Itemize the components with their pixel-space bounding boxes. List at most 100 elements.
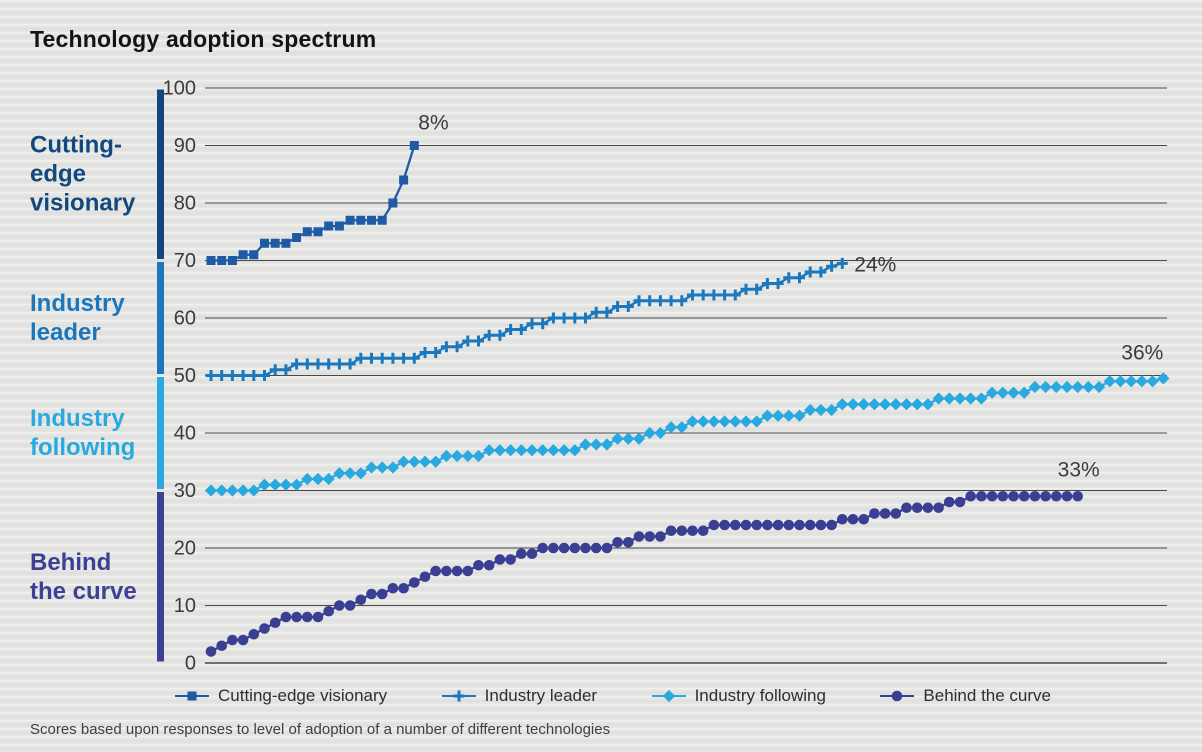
marker-diamond xyxy=(558,444,571,457)
marker-diamond xyxy=(654,426,667,440)
marker-diamond xyxy=(975,392,988,405)
marker-diamond xyxy=(311,472,325,486)
marker-circle xyxy=(890,508,902,519)
marker-plus xyxy=(836,257,848,269)
marker-circle xyxy=(334,600,345,611)
marker-plus xyxy=(697,289,709,301)
marker-square xyxy=(409,141,419,150)
marker-diamond xyxy=(911,398,924,411)
band-bar-cutting-edge-visionary xyxy=(157,89,164,259)
marker-circle xyxy=(708,519,720,531)
marker-diamond xyxy=(247,484,260,497)
marker-diamond xyxy=(269,478,282,491)
marker-plus xyxy=(772,278,784,289)
marker-diamond xyxy=(665,421,678,434)
marker-plus xyxy=(729,289,741,301)
marker-diamond xyxy=(237,484,250,497)
marker-plus xyxy=(547,312,559,324)
marker-diamond xyxy=(857,398,870,411)
marker-diamond xyxy=(932,392,945,405)
marker-circle xyxy=(879,508,891,519)
marker-circle xyxy=(794,519,805,531)
marker-diamond xyxy=(889,398,902,411)
marker-square xyxy=(334,221,344,231)
marker-circle xyxy=(847,513,859,525)
marker-square xyxy=(206,256,216,265)
marker-circle xyxy=(590,542,602,554)
marker-circle xyxy=(655,531,666,542)
marker-plus xyxy=(580,312,591,324)
marker-plus xyxy=(622,301,634,312)
marker-square xyxy=(292,233,302,242)
marker-diamond xyxy=(662,689,675,703)
marker-circle xyxy=(922,502,934,514)
marker-diamond xyxy=(333,467,346,480)
marker-circle xyxy=(302,611,313,623)
marker-circle xyxy=(986,490,998,502)
series-behind-the-curve: 33% xyxy=(205,458,1100,657)
marker-plus xyxy=(280,364,292,376)
marker-square xyxy=(227,256,237,265)
marker-square xyxy=(399,175,409,185)
y-tick-label-0: 0 xyxy=(185,653,196,675)
marker-plus xyxy=(269,364,281,376)
marker-circle xyxy=(569,542,581,554)
marker-square xyxy=(302,227,312,237)
marker-diamond xyxy=(879,398,892,411)
marker-diamond xyxy=(386,461,399,474)
marker-circle xyxy=(312,611,324,623)
marker-circle xyxy=(965,490,976,502)
marker-circle xyxy=(804,519,816,531)
marker-square xyxy=(270,238,280,248)
y-tick-label-70: 70 xyxy=(174,250,196,272)
marker-diamond xyxy=(846,398,860,411)
marker-circle xyxy=(387,582,399,594)
marker-circle xyxy=(451,565,463,577)
legend-marker-square-icon xyxy=(175,691,209,701)
industry-leader-line xyxy=(211,262,843,377)
marker-circle xyxy=(730,519,741,531)
marker-circle xyxy=(409,577,420,588)
marker-circle xyxy=(751,519,762,531)
marker-circle xyxy=(419,571,431,583)
y-tick-label-40: 40 xyxy=(174,423,196,445)
marker-plus xyxy=(376,352,388,364)
marker-circle xyxy=(665,525,677,537)
marker-circle xyxy=(227,634,238,646)
marker-square xyxy=(187,691,197,701)
marker-diamond xyxy=(397,455,410,468)
marker-diamond xyxy=(750,415,763,428)
y-tick-label-90: 90 xyxy=(174,135,196,157)
category-label-industry-following: Industry following xyxy=(30,405,136,461)
marker-square xyxy=(356,215,366,225)
marker-diamond xyxy=(215,484,228,497)
marker-diamond xyxy=(536,444,549,457)
marker-circle xyxy=(997,490,1009,502)
y-tick-label-30: 30 xyxy=(174,480,196,502)
marker-diamond xyxy=(772,409,785,422)
marker-diamond xyxy=(568,444,581,457)
marker-plus xyxy=(205,370,217,381)
y-tick-label-50: 50 xyxy=(174,365,196,387)
legend-item-industry-leader: Industry leader xyxy=(440,686,597,706)
marker-circle xyxy=(954,496,966,508)
legend-label: Cutting-edge visionary xyxy=(218,686,388,705)
legend-label: Industry leader xyxy=(484,686,598,705)
legend-item-cutting-edge-visionary: Cutting-edge visionary xyxy=(173,686,387,706)
marker-circle xyxy=(633,531,645,542)
marker-plus xyxy=(654,295,666,307)
marker-diamond xyxy=(697,415,710,428)
y-tick-label-80: 80 xyxy=(174,193,196,215)
marker-circle xyxy=(376,588,388,600)
marker-diamond xyxy=(590,438,603,451)
marker-plus xyxy=(237,370,249,381)
marker-square xyxy=(217,256,227,265)
marker-circle xyxy=(494,554,506,565)
band-bar-industry-leader xyxy=(157,262,164,374)
marker-circle xyxy=(366,588,377,600)
marker-square xyxy=(281,238,291,248)
marker-circle xyxy=(473,559,484,571)
marker-diamond xyxy=(964,392,977,405)
marker-circle xyxy=(826,519,837,531)
